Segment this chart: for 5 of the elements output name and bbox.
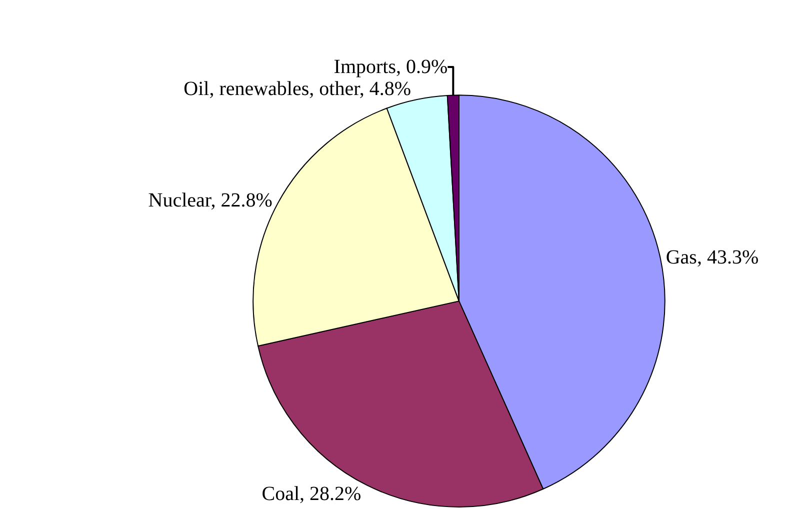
slice-label: Coal, 28.2% bbox=[262, 482, 362, 505]
slice-label: Nuclear, 22.8% bbox=[148, 190, 272, 212]
slice-label: Gas, 43.3% bbox=[666, 246, 759, 269]
slice-label: Imports, 0.9% bbox=[334, 56, 448, 78]
slice-label: Oil, renewables, other, 4.8% bbox=[184, 78, 412, 100]
